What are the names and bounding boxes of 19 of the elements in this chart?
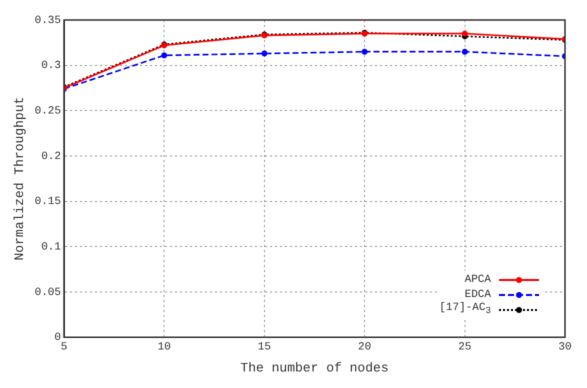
y-tick-label: 0.25 bbox=[34, 106, 62, 118]
legend-label: APCA bbox=[464, 274, 491, 286]
y-tick-label: 0.1 bbox=[41, 241, 62, 254]
y-tick-label: 0.3 bbox=[41, 60, 62, 72]
y-axis-title: Normalized Throughput bbox=[12, 96, 28, 261]
legend-label: [17]-AC$_{3}$ bbox=[439, 302, 491, 317]
x-tick-label: 25 bbox=[458, 342, 472, 354]
x-tick-label: 20 bbox=[358, 342, 372, 354]
y-tick-label: 0.2 bbox=[41, 150, 62, 163]
y-tick-label: 0 bbox=[54, 332, 62, 344]
x-tick-label: 10 bbox=[158, 342, 171, 354]
y-tick-label: 0.05 bbox=[34, 286, 62, 299]
y-tick-label: 0.35 bbox=[34, 14, 62, 27]
x-tick-label: 5 bbox=[60, 342, 68, 354]
x-tick-label: 30 bbox=[558, 342, 572, 354]
x-tick-label: 15 bbox=[258, 342, 272, 354]
legend-label: EDCA bbox=[464, 288, 491, 300]
y-tick-label: 0.15 bbox=[34, 196, 62, 208]
x-axis-title: The number of nodes bbox=[240, 360, 389, 376]
